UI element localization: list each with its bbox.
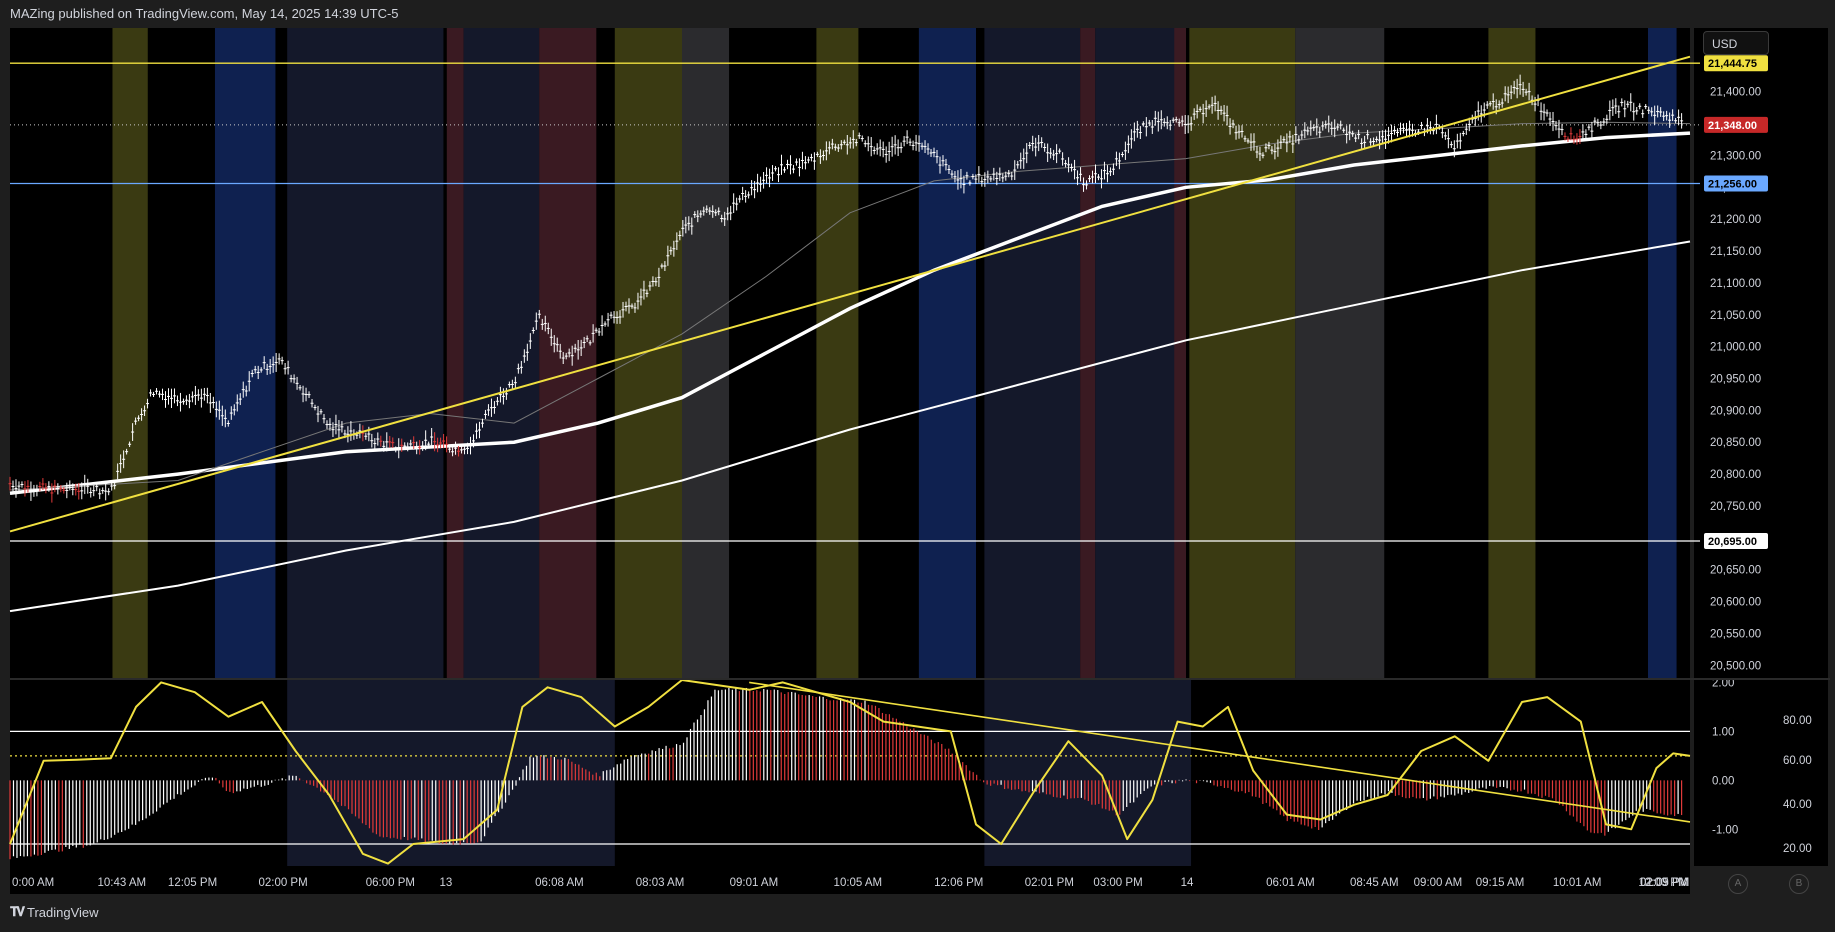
time-tick-label: 02:01 PM [1025, 877, 1074, 889]
price-tick-label: 20,850.00 [1710, 437, 1761, 449]
time-tick-label: 01:05 PM [1640, 877, 1689, 889]
osc-tick-label: 1.00 [1712, 726, 1734, 738]
price-tick-label: 20,900.00 [1710, 405, 1761, 417]
time-tick-label: 10:05 AM [834, 877, 883, 889]
time-tick-label: 09:01 AM [730, 877, 779, 889]
log-scale-button[interactable]: B [1789, 874, 1809, 894]
footer-brand-label: TradingView [27, 904, 99, 920]
session-band [1174, 28, 1186, 678]
price-tick-label: 21,050.00 [1710, 310, 1761, 322]
osc-session-band [287, 680, 615, 866]
level-price-tag [1704, 532, 1768, 549]
time-tick-label: 0:00 AM [12, 877, 54, 889]
session-band [446, 28, 464, 678]
level-price-label: 21,444.75 [1708, 58, 1757, 70]
session-band [112, 28, 148, 678]
ma-slow-line [9, 240, 1691, 613]
footer-brand[interactable]: 𝐓𝐕 TradingView [10, 904, 99, 920]
oscillator-pane [10, 680, 1690, 866]
price-tick-label: 21,400.00 [1710, 87, 1761, 99]
auto-scale-button[interactable]: A [1728, 874, 1748, 894]
time-tick-label: 06:01 AM [1266, 877, 1315, 889]
rsi-tick-label: 60.00 [1783, 755, 1812, 767]
level-price-tag [1704, 175, 1768, 192]
time-tick-label: 10:43 AM [98, 877, 147, 889]
session-band [918, 28, 976, 678]
rsi-tick-label: 80.00 [1783, 715, 1812, 727]
price-tick-label: 21,300.00 [1710, 150, 1761, 162]
level-price-label: 21,256.00 [1708, 178, 1757, 190]
price-tick-label: 21,100.00 [1710, 278, 1761, 290]
time-tick-label: 12:06 PM [934, 877, 983, 889]
osc-session-band [984, 680, 1192, 866]
time-tick-label: 02:00 PM [258, 877, 307, 889]
osc-tick-label: 0.00 [1712, 775, 1734, 787]
price-tick-label: 20,650.00 [1710, 565, 1761, 577]
time-tick-label: 08:03 AM [636, 877, 685, 889]
price-tick-label: 21,200.00 [1710, 214, 1761, 226]
candles [8, 74, 1684, 503]
session-band [463, 28, 540, 678]
time-tick-label: 06:00 PM [366, 877, 415, 889]
price-tick-label: 21,150.00 [1710, 246, 1761, 258]
session-band [614, 28, 682, 678]
oscillator-line [9, 679, 1691, 865]
level-price-tag [1704, 55, 1768, 72]
rsi-tick-label: 40.00 [1783, 799, 1812, 811]
published-header: MAZing published on TradingView.com, May… [10, 6, 399, 21]
session-band [984, 28, 1081, 678]
session-band [214, 28, 276, 678]
time-tick-label: 14 [1181, 877, 1194, 889]
time-tick-label: 08:45 AM [1350, 877, 1399, 889]
session-band [1488, 28, 1536, 678]
time-tick-label: 09:00 AM [1414, 877, 1463, 889]
time-axis [10, 866, 1690, 894]
rsi-axis [1776, 28, 1828, 866]
session-band [287, 28, 444, 678]
time-tick-label: 03:00 PM [1093, 877, 1142, 889]
session-band [816, 28, 859, 678]
price-tick-label: 20,550.00 [1710, 628, 1761, 640]
osc-tick-label: -1.00 [1712, 824, 1738, 836]
histogram [9, 687, 1683, 860]
level-price-tag [1704, 116, 1768, 133]
time-tick-label: 02:09 PM [1640, 877, 1689, 889]
time-tick-label: 13 [440, 877, 453, 889]
time-tick-label: 10:01 AM [1553, 877, 1602, 889]
trendline [9, 55, 1691, 533]
price-tick-label: 20,750.00 [1710, 501, 1761, 513]
time-tick-label: 06:08 AM [535, 877, 584, 889]
session-band [682, 28, 730, 678]
level-price-label: 21,348.00 [1708, 120, 1757, 132]
price-tick-label: 20,600.00 [1710, 597, 1761, 609]
ma-mid-line [9, 131, 1691, 495]
level-price-label: 20,695.00 [1708, 536, 1757, 548]
time-tick-label: 09:15 AM [1476, 877, 1525, 889]
tradingview-logo-icon: 𝐓𝐕 [10, 904, 25, 919]
session-band [1648, 28, 1677, 678]
price-tick-label: 20,500.00 [1710, 660, 1761, 672]
osc-trendline [749, 681, 1691, 823]
price-tick-label: 21,000.00 [1710, 342, 1761, 354]
time-tick-label: 12:05 PM [168, 877, 217, 889]
currency-selector[interactable]: USD [1703, 31, 1769, 55]
time-tick-label: 12:00 PM [1638, 877, 1687, 889]
price-axis [1694, 28, 1782, 866]
osc-tick-label: 2.00 [1712, 677, 1734, 689]
price-tick-label: 20,800.00 [1710, 469, 1761, 481]
session-band [1080, 28, 1096, 678]
price-tick-label: 20,950.00 [1710, 373, 1761, 385]
session-band [1295, 28, 1385, 678]
rsi-tick-label: 20.00 [1783, 843, 1812, 855]
